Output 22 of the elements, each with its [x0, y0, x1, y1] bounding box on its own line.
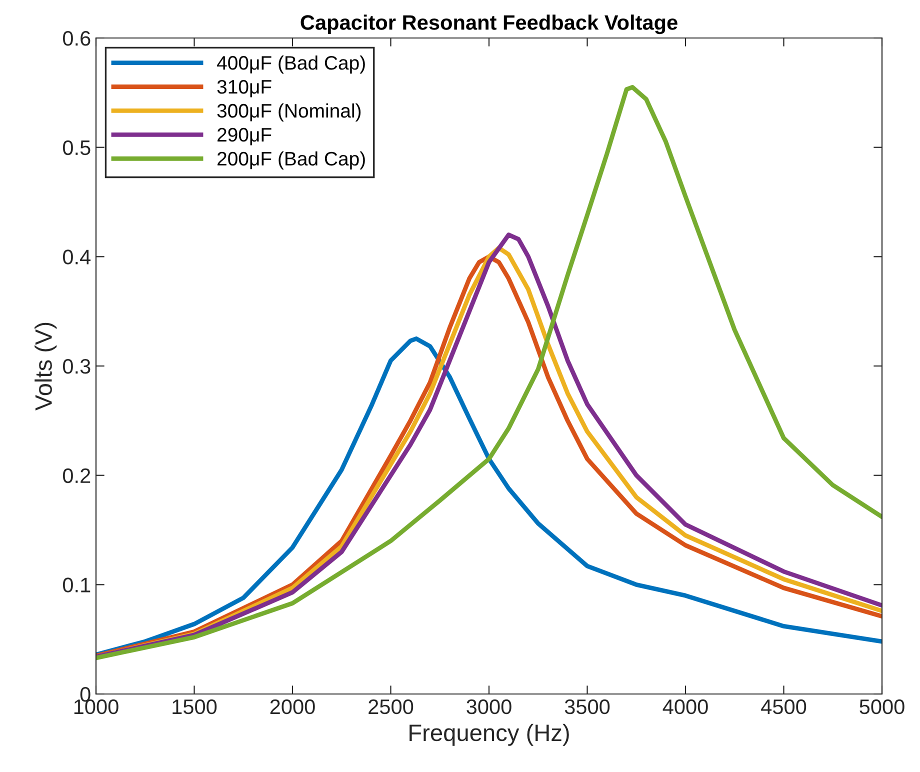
- y-tick-label: 0.6: [62, 31, 90, 46]
- chart-title: Capacitor Resonant Feedback Voltage: [300, 14, 678, 34]
- y-tick-label: 0.2: [62, 468, 90, 484]
- legend-label: 200μF (Bad Cap): [218, 151, 365, 170]
- legend-label: 310μF: [217, 80, 272, 98]
- y-tick-label: 0.1: [62, 578, 90, 592]
- legend-label: 400μF (Bad Cap): [217, 56, 365, 74]
- x-tick-label: 3500: [564, 699, 610, 714]
- y-axis-title: Volts (V): [34, 322, 57, 411]
- x-tick-label: 1500: [172, 699, 217, 714]
- y-tick-label: 0.3: [62, 359, 90, 374]
- y-tick-label: 0.5: [62, 140, 90, 156]
- x-axis-title: Frequency (Hz): [410, 724, 569, 746]
- x-tick-label: 4000: [662, 699, 708, 714]
- x-tick-label: 2000: [270, 699, 315, 714]
- x-tick-label: 4500: [761, 699, 806, 714]
- y-tick-label: 0.4: [62, 250, 91, 264]
- legend-label: 290μF: [218, 128, 272, 146]
- x-tick-label: 5000: [860, 699, 904, 714]
- x-tick-label: 3000: [466, 699, 512, 714]
- x-tick-label: 2500: [368, 699, 414, 714]
- legend-label: 300μF (Nominal): [217, 103, 361, 122]
